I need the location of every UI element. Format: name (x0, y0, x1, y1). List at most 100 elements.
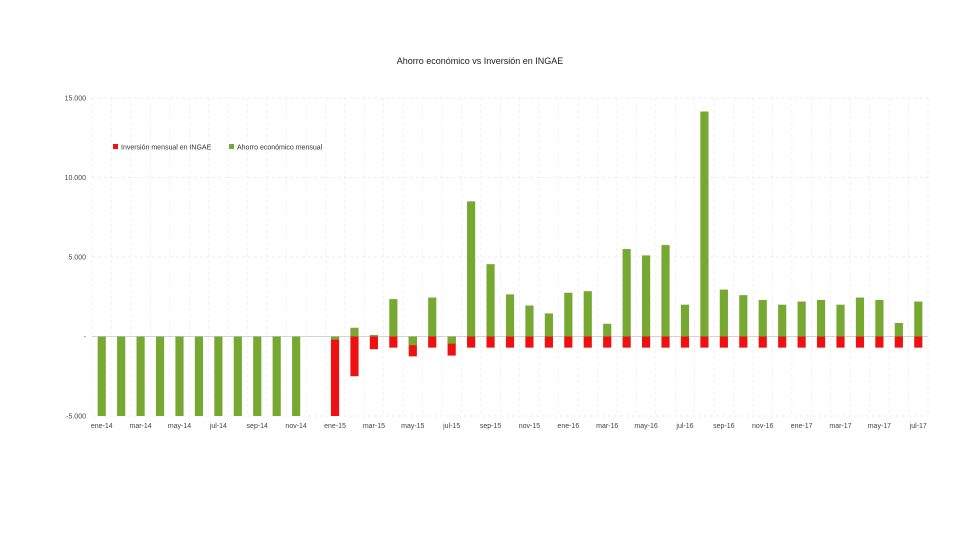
bar-inversion (797, 336, 806, 348)
legend-label-ahorro: Ahorro económico mensual (237, 145, 323, 152)
x-tick-label: may-15 (401, 423, 424, 430)
y-tick-label: 10.000 (65, 175, 87, 182)
bar-ahorro (583, 291, 592, 337)
bar-ahorro (97, 336, 106, 416)
x-tick-label: sep-16 (713, 423, 735, 430)
x-tick-label: ene-16 (557, 423, 579, 430)
x-tick-label: nov-16 (752, 423, 774, 430)
bar-inversion (505, 336, 515, 348)
bar-inversion (719, 336, 728, 348)
x-tick-label: mar-15 (363, 423, 385, 430)
bar-inversion (544, 336, 553, 348)
bar-ahorro (525, 305, 534, 337)
bar-ahorro (914, 301, 923, 337)
bar-ahorro (486, 264, 495, 337)
x-tick-label: sep-15 (480, 423, 502, 430)
bar-ahorro (155, 336, 165, 416)
bar-inversion (428, 336, 437, 348)
x-tick-label: nov-15 (519, 423, 541, 430)
bar-ahorro (816, 299, 826, 337)
bar-ahorro (700, 111, 709, 337)
y-tick-label: -5.000 (66, 414, 86, 421)
bar-ahorro (117, 336, 126, 416)
bar-ahorro (330, 336, 340, 340)
bar-ahorro (447, 336, 456, 344)
x-tick-label: ene-14 (91, 423, 113, 430)
x-tick-label: mar-16 (596, 423, 618, 430)
x-tick-label: may-16 (634, 423, 657, 430)
x-tick-label: mar-17 (829, 423, 851, 430)
x-tick-label: jul-16 (675, 423, 693, 430)
bar-inversion (525, 336, 534, 348)
bar-inversion (661, 336, 670, 348)
bar-inversion (603, 336, 612, 348)
bar-inversion (642, 336, 651, 348)
bar-ahorro (622, 249, 631, 337)
bar-ahorro (564, 292, 573, 337)
bar-ahorro (680, 304, 690, 337)
bar-ahorro (875, 299, 884, 337)
x-tick-label: ene-15 (324, 423, 346, 430)
bar-ahorro (661, 245, 670, 337)
bar-inversion (875, 336, 884, 348)
bar-inversion (389, 336, 398, 348)
x-tick-label: ene-17 (791, 423, 813, 430)
legend-swatch-inversion (113, 144, 118, 149)
bar-ahorro (350, 327, 359, 337)
bar-ahorro (505, 294, 515, 337)
bar-inversion (583, 336, 592, 348)
x-tick-label: jul-15 (442, 423, 460, 430)
bar-ahorro (739, 295, 748, 337)
bar-inversion (758, 336, 767, 348)
bar-inversion (914, 336, 923, 348)
bar-ahorro (797, 301, 806, 337)
bar-ahorro (467, 201, 476, 337)
x-axis: ene-14 mar-14 may-14 jul-14 sep-14 nov-14 ene-… (91, 423, 927, 430)
bar-ahorro (233, 336, 242, 416)
bar-ahorro (175, 336, 184, 416)
bar-inversion (447, 336, 456, 356)
bar-inversion (369, 336, 378, 350)
bar-ahorro (292, 336, 301, 416)
bar-ahorro (369, 334, 378, 337)
bar-ahorro (894, 322, 903, 337)
bar-inversion (467, 336, 476, 348)
bar-inversion (855, 336, 865, 348)
bar-inversion (486, 336, 495, 348)
bar-inversion (894, 336, 903, 348)
bar-inversion (836, 336, 845, 348)
bar-ahorro (214, 336, 223, 416)
legend-label-inversion: Inversión mensual en INGAE (121, 145, 212, 152)
bar-ahorro (836, 304, 845, 337)
y-axis: 15.000 10.000 5.000 - -5.000 (65, 96, 87, 421)
bar-ahorro (642, 255, 651, 337)
bar-inversion (330, 336, 340, 416)
x-tick-label: jul-17 (909, 423, 927, 430)
y-tick-label: 5.000 (68, 255, 86, 262)
x-tick-label: mar-14 (130, 423, 152, 430)
bar-ahorro (603, 323, 612, 337)
bars (97, 111, 923, 416)
bar-ahorro (253, 336, 262, 416)
bar-inversion (778, 336, 787, 348)
x-tick-label: may-17 (868, 423, 891, 430)
bar-inversion (700, 336, 709, 348)
bar-inversion (350, 336, 359, 377)
bar-ahorro (778, 304, 787, 337)
y-tick-label: 15.000 (65, 96, 87, 103)
bar-inversion (739, 336, 748, 348)
bar-ahorro (428, 297, 437, 337)
legend: Inversión mensual en INGAE Ahorro económ… (113, 144, 323, 152)
x-tick-label: jul-14 (209, 423, 227, 430)
x-tick-label: may-14 (168, 423, 191, 430)
bar-ahorro (544, 313, 553, 337)
y-tick-label: - (84, 334, 87, 341)
x-tick-label: sep-14 (247, 423, 269, 430)
bar-ahorro (194, 336, 204, 416)
gridlines (91, 97, 929, 417)
bar-ahorro (136, 336, 145, 416)
bar-ahorro (758, 299, 767, 337)
bar-inversion (622, 336, 631, 348)
bar-ahorro (719, 289, 728, 337)
